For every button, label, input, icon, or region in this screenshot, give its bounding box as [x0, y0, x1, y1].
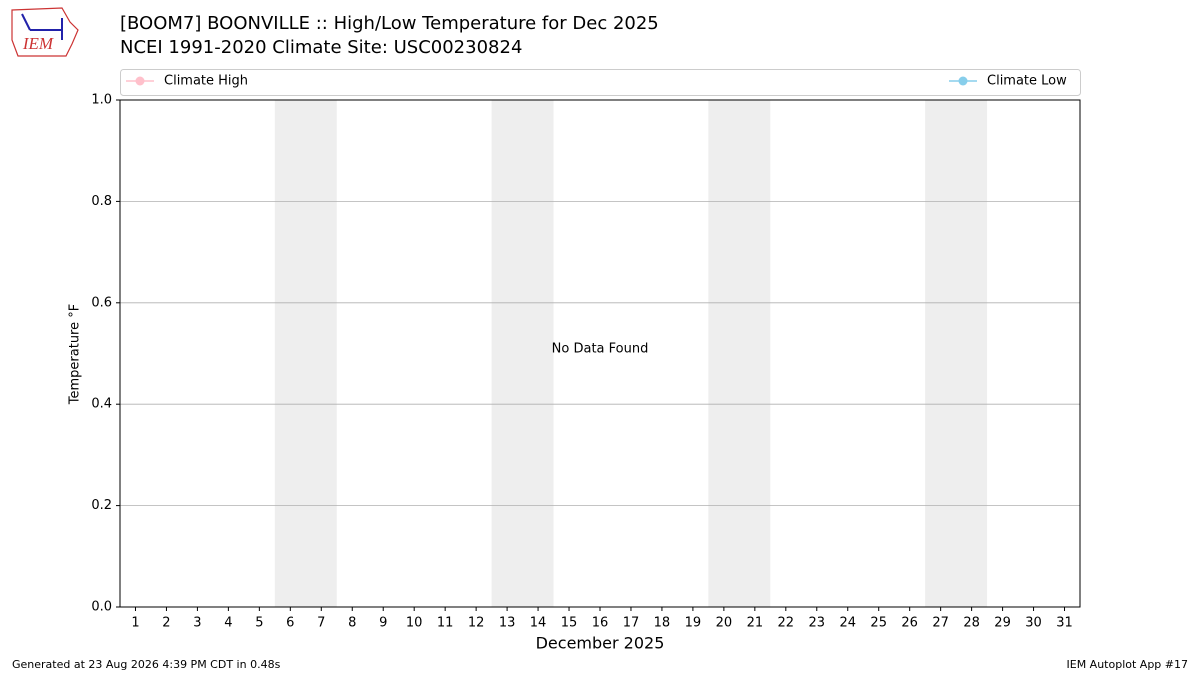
weekend-band	[708, 100, 771, 607]
x-tick-label: 20	[716, 616, 733, 631]
x-tick-label: 9	[379, 616, 387, 631]
y-tick-label: 0.8	[91, 194, 112, 209]
x-tick-label: 4	[224, 616, 232, 631]
x-tick-label: 24	[839, 616, 856, 631]
x-tick-label: 30	[1025, 616, 1042, 631]
x-tick-label: 27	[932, 616, 949, 631]
legend-label: Climate Low	[987, 74, 1067, 89]
x-tick-label: 17	[623, 616, 640, 631]
x-tick-label: 19	[685, 616, 702, 631]
footer-left: Generated at 23 Aug 2026 4:39 PM CDT in …	[12, 658, 281, 671]
logo: IEM	[11, 7, 79, 57]
chart-title: [BOOM7] BOONVILLE :: High/Low Temperatur…	[120, 13, 659, 34]
y-tick-label: 1.0	[91, 93, 112, 108]
weekend-band	[274, 100, 337, 607]
x-tick-label: 6	[286, 616, 294, 631]
x-tick-label: 1	[131, 616, 139, 631]
x-tick-label: 11	[437, 616, 454, 631]
y-tick-label: 0.0	[91, 600, 112, 615]
weekend-band	[491, 100, 554, 607]
y-tick-label: 0.4	[91, 397, 112, 412]
x-tick-label: 29	[994, 616, 1011, 631]
x-tick-label: 22	[778, 616, 795, 631]
x-tick-label: 8	[348, 616, 356, 631]
x-tick-label: 31	[1056, 616, 1073, 631]
x-tick-label: 16	[592, 616, 609, 631]
plot-frame	[119, 99, 1081, 608]
chart-subtitle: NCEI 1991-2020 Climate Site: USC00230824	[120, 37, 522, 58]
legend-marker	[135, 76, 145, 86]
x-tick-label: 10	[406, 616, 423, 631]
y-tick-label: 0.2	[91, 498, 112, 513]
x-tick-label: 25	[870, 616, 887, 631]
x-tick-label: 14	[530, 616, 547, 631]
x-tick-label: 3	[193, 616, 201, 631]
x-tick-label: 21	[747, 616, 764, 631]
logo-icon	[21, 13, 31, 31]
x-tick-label: 23	[809, 616, 826, 631]
x-tick-label: 2	[162, 616, 170, 631]
footer-right: IEM Autoplot App #17	[1067, 658, 1189, 671]
x-tick-label: 12	[468, 616, 485, 631]
legend-box	[120, 69, 1081, 96]
logo-text: IEM	[22, 34, 54, 53]
y-tick-label: 0.6	[91, 295, 112, 310]
x-tick-label: 18	[654, 616, 671, 631]
x-axis-label: December 2025	[536, 634, 665, 653]
x-tick-label: 15	[561, 616, 578, 631]
legend-label: Climate High	[164, 74, 248, 89]
x-tick-label: 13	[499, 616, 516, 631]
x-tick-label: 28	[963, 616, 980, 631]
x-tick-label: 5	[255, 616, 263, 631]
x-tick-label: 7	[317, 616, 325, 631]
legend-marker	[958, 76, 968, 86]
x-tick-label: 26	[901, 616, 918, 631]
annotation: No Data Found	[552, 342, 649, 357]
weekend-band	[925, 100, 988, 607]
y-axis-label: Temperature °F	[68, 304, 83, 405]
